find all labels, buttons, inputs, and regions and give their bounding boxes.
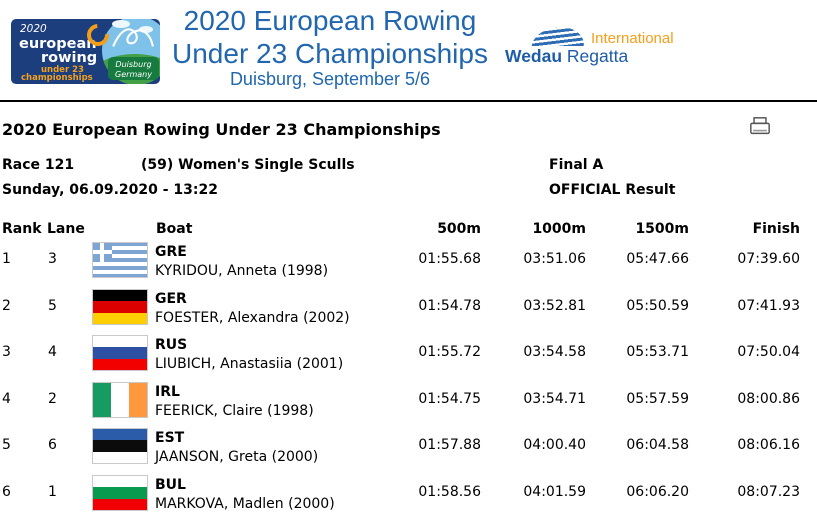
lane-cell: 3: [48, 251, 57, 267]
time-1000m: 03:51.06: [523, 251, 586, 267]
flag-est-icon: [92, 428, 148, 464]
athlete-name: MARKOVA, Madlen (2000): [155, 495, 335, 512]
col-header-1000m: 1000m: [532, 221, 586, 237]
time-1500m: 06:06.20: [626, 483, 689, 500]
time-500m: 01:54.75: [418, 390, 481, 407]
time-500m: 01:55.72: [418, 344, 481, 360]
race-status: OFFICIAL Result: [549, 182, 676, 198]
country-code: GRE: [155, 244, 187, 260]
race-datetime: Sunday, 06.09.2020 - 13:22: [2, 182, 218, 198]
flag-ger-icon: [92, 288, 148, 325]
athlete-name: FOESTER, Alexandra (2002): [155, 309, 350, 326]
col-header-boat: Boat: [156, 221, 193, 237]
col-header-rank: Rank: [2, 221, 42, 237]
time-finish: 08:06.16: [737, 437, 800, 453]
page-title: 2020 European Rowing Under 23 Championsh…: [2, 120, 441, 139]
rank-cell: 6: [2, 483, 11, 500]
col-header-1500m: 1500m: [635, 221, 689, 237]
lane-cell: 6: [48, 437, 57, 453]
rank-cell: 1: [2, 251, 11, 267]
banner-title-line2: Under 23 Championships: [172, 38, 488, 69]
flag-irl-icon: [92, 381, 149, 418]
flag-gre-icon: [92, 242, 148, 278]
time-finish: 08:00.86: [737, 390, 800, 407]
print-icon[interactable]: [749, 116, 771, 138]
race-event: (59) Women's Single Sculls: [141, 157, 355, 173]
time-finish: 07:41.93: [737, 297, 800, 314]
time-1000m: 04:00.40: [523, 437, 586, 453]
time-1000m: 03:54.71: [523, 390, 586, 407]
time-1500m: 05:47.66: [626, 251, 689, 267]
athlete-name: FEERICK, Claire (1998): [155, 402, 314, 419]
time-1500m: 05:50.59: [626, 297, 689, 314]
dome-icon: [531, 27, 587, 46]
time-500m: 01:54.78: [418, 297, 481, 314]
country-code: GER: [155, 290, 187, 307]
cloud-icon: [112, 20, 130, 28]
logo-year: 2020: [20, 23, 47, 35]
logo-word-european: european: [19, 36, 97, 52]
race-final: Final A: [549, 157, 604, 173]
time-finish: 07:50.04: [737, 344, 800, 360]
lane-cell: 1: [48, 483, 57, 500]
flag-bul-icon: [92, 474, 148, 511]
wedau-international-label: International: [591, 30, 674, 47]
country-code: BUL: [155, 476, 186, 493]
rank-cell: 2: [2, 297, 11, 314]
tiger-turtle-sculpture-icon: [112, 28, 154, 47]
banner-title-line3: Duisburg, September 5/6: [229, 69, 431, 89]
wedau-regatta-logo: International Wedau Regatta: [505, 26, 705, 66]
banner-title-line1: 2020 European Rowing: [183, 5, 477, 36]
time-1000m: 04:01.59: [523, 483, 586, 500]
logo-duisburg-label: Duisburg Germany: [108, 57, 159, 80]
rank-cell: 3: [2, 344, 11, 360]
logo-word-rowing: rowing: [41, 50, 98, 66]
time-1500m: 05:57.59: [626, 390, 689, 407]
flag-rus-icon: [92, 335, 148, 371]
time-1000m: 03:52.81: [523, 297, 586, 314]
rank-cell: 5: [2, 437, 11, 453]
athlete-name: JAANSON, Greta (2000): [155, 449, 319, 465]
rank-cell: 4: [2, 390, 11, 407]
country-code: RUS: [155, 337, 188, 353]
lane-cell: 5: [48, 297, 57, 314]
col-header-finish: Finish: [752, 221, 800, 237]
lane-cell: 4: [48, 344, 57, 360]
time-500m: 01:58.56: [418, 483, 481, 500]
col-header-500m: 500m: [437, 221, 481, 237]
time-1500m: 05:53.71: [626, 344, 689, 360]
col-header-lane: Lane: [47, 221, 85, 237]
country-code: EST: [155, 430, 185, 446]
time-500m: 01:55.68: [418, 251, 481, 267]
time-finish: 07:39.60: [737, 251, 800, 267]
wedau-regatta-label: Wedau Regatta: [505, 46, 629, 66]
logo-championships: championships: [21, 73, 93, 83]
time-500m: 01:57.88: [418, 437, 481, 453]
lane-cell: 2: [48, 390, 57, 407]
country-code: IRL: [155, 383, 180, 400]
athlete-name: LIUBICH, Anastasiia (2001): [155, 356, 344, 372]
header-divider: [0, 100, 817, 102]
athlete-name: KYRIDOU, Anneta (1998): [155, 263, 329, 279]
time-finish: 08:07.23: [737, 483, 800, 500]
logo-under23: under 23: [41, 65, 84, 75]
time-1000m: 03:54.58: [523, 344, 586, 360]
race-number: Race 121: [2, 157, 75, 173]
time-1500m: 06:04.58: [626, 437, 689, 453]
european-rowing-logo: Duisburg Germany 2020 european rowing und…: [11, 19, 160, 84]
cloud-icon: [139, 26, 153, 33]
